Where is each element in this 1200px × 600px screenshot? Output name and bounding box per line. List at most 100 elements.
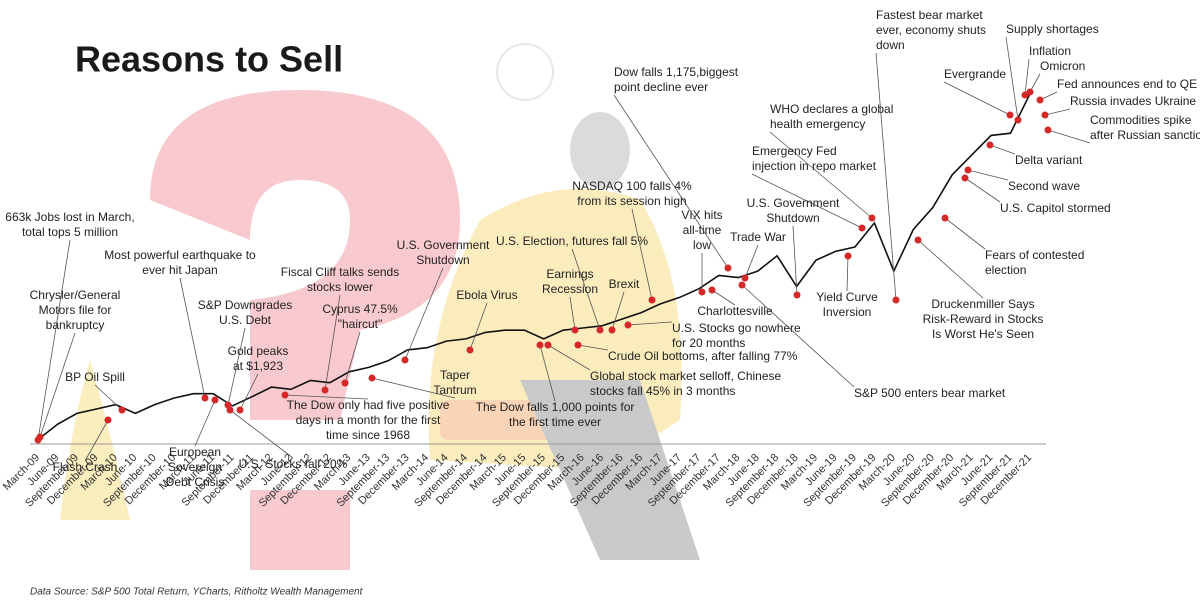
- event-marker: [986, 141, 994, 149]
- annotation-text: U.S. Capitol stormed: [1000, 201, 1111, 215]
- question-mark-dot: [250, 490, 350, 570]
- event-marker: [724, 264, 732, 272]
- event-marker: [844, 252, 852, 260]
- annotation-leader: [1044, 108, 1071, 116]
- annotation-text: U.S. Government: [747, 196, 840, 210]
- event-marker: [544, 341, 552, 349]
- annotation-leader: [469, 302, 488, 351]
- annotation-leader: [404, 267, 444, 361]
- event-marker: [892, 296, 900, 304]
- annotation-leader: [37, 239, 71, 441]
- annotation-text: U.S. Stocks go nowhere: [672, 321, 801, 335]
- annotation-text: Ebola Virus: [456, 288, 517, 302]
- event-marker: [574, 341, 582, 349]
- event-marker: [608, 326, 616, 334]
- annotation-leader: [39, 332, 76, 438]
- annotation-text: the first time ever: [509, 415, 601, 429]
- annotation-leader: [744, 244, 759, 279]
- annotation-leader: [344, 331, 361, 384]
- annotation-leader: [741, 284, 855, 388]
- annotation-text: Shutdown: [416, 253, 469, 267]
- person-head: [570, 112, 630, 188]
- annotation-text: Supply shortages: [1006, 22, 1099, 36]
- annotation-leader: [84, 419, 109, 462]
- annotation-leader: [547, 344, 591, 371]
- event-marker: [368, 374, 376, 382]
- speech-bubble: [496, 43, 554, 101]
- annotation-text: European: [169, 445, 221, 459]
- annotation-text: Crude Oil bottoms, after falling 77%: [608, 349, 798, 363]
- event-marker: [536, 341, 544, 349]
- annotation-text: Taper: [440, 368, 470, 382]
- event-marker: [401, 356, 409, 364]
- flame-shape: [60, 360, 130, 520]
- annotation-text: Evergrande: [944, 67, 1006, 81]
- annotation-text: Russia invades Ukraine: [1070, 94, 1196, 108]
- annotation-text: days in a month for the first: [296, 413, 441, 427]
- annotation-text: Fastest bear market: [876, 8, 983, 22]
- annotation-leader: [94, 384, 123, 411]
- annotation-leader: [613, 94, 729, 269]
- event-marker: [236, 406, 244, 414]
- annotation-leader: [711, 289, 736, 306]
- event-marker: [321, 386, 329, 394]
- annotation-text: U.S. Stocks fall 20%: [239, 457, 348, 471]
- annotation-leader: [792, 225, 798, 296]
- event-marker: [281, 391, 289, 399]
- event-marker: [1026, 88, 1034, 96]
- annotation-text: The Dow falls 1,000 points for: [476, 400, 635, 414]
- event-marker: [941, 214, 949, 222]
- event-marker: [466, 346, 474, 354]
- annotation-text: point decline ever: [614, 80, 708, 94]
- annotation-text: election: [985, 263, 1026, 277]
- annotation-text: Most powerful earthquake to: [104, 248, 256, 262]
- annotation-leader: [989, 144, 1016, 155]
- annotation-text: S&P Downgrades: [198, 298, 293, 312]
- annotation-text: BP Oil Spill: [65, 370, 125, 384]
- annotation-text: U.S. Debt: [219, 313, 272, 327]
- annotation-leader: [846, 255, 849, 292]
- annotation-text: Gold peaks: [228, 344, 289, 358]
- annotation-text: Charlottesville: [697, 304, 773, 318]
- annotation-text: down: [876, 38, 905, 52]
- annotation-text: Sovereign: [168, 460, 222, 474]
- event-marker: [211, 396, 219, 404]
- annotation-leader: [751, 173, 863, 229]
- annotation-text: Flash Crash: [53, 460, 118, 474]
- annotation-text: for 20 months: [672, 336, 745, 350]
- annotation-leader: [1024, 58, 1030, 96]
- annotation-text: Second wave: [1008, 179, 1080, 193]
- annotation-text: Fears of contested: [985, 248, 1084, 262]
- source-note: Data Source: S&P 500 Total Return, YChar…: [30, 587, 364, 598]
- event-marker: [118, 406, 126, 414]
- annotation-leader: [769, 131, 873, 219]
- annotation-text: low: [693, 238, 711, 252]
- annotation-text: Inversion: [823, 305, 872, 319]
- annotation-leader: [324, 294, 341, 391]
- annotation-text: bankruptcy: [46, 318, 105, 332]
- event-marker: [624, 321, 632, 329]
- annotation-text: Fiscal Cliff talks sends: [281, 265, 399, 279]
- annotation-leader: [229, 409, 294, 459]
- event-marker: [868, 214, 876, 222]
- person-legs: [520, 380, 700, 560]
- event-marker: [226, 406, 234, 414]
- annotation-text: Dow falls 1,175,biggest: [614, 65, 739, 79]
- event-marker: [1041, 111, 1049, 119]
- annotation-leader: [627, 321, 673, 326]
- event-marker: [341, 379, 349, 387]
- annotation-leader: [967, 169, 1009, 181]
- annotation-text: all-time: [683, 223, 722, 237]
- annotation-text: Commodities spike: [1090, 113, 1192, 127]
- annotation-text: at $1,923: [233, 359, 283, 373]
- event-marker: [1014, 116, 1022, 124]
- annotation-leader: [284, 394, 369, 400]
- event-marker: [914, 236, 922, 244]
- event-marker: [596, 326, 604, 334]
- event-marker: [858, 224, 866, 232]
- annotation-text: Cyprus 47.5%: [322, 302, 398, 316]
- annotation-text: Motors file for: [39, 303, 112, 317]
- annotation-leader: [569, 296, 576, 331]
- annotation-leader: [964, 177, 1001, 203]
- annotation-leader: [179, 277, 206, 399]
